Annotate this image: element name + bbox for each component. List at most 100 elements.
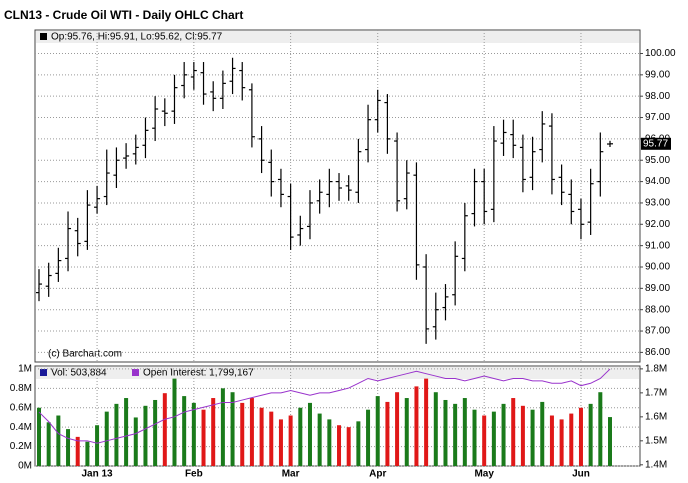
volume-bar <box>230 392 235 466</box>
volume-bar <box>608 417 612 466</box>
volume-bar <box>240 402 245 466</box>
volume-bar <box>530 409 535 466</box>
volume-bar <box>75 436 80 466</box>
y-tick-label: 89.00 <box>645 283 670 294</box>
volume-bar <box>482 415 487 466</box>
y2-tick-label: 1.6M <box>645 411 667 422</box>
volume-bar <box>549 415 554 466</box>
volume-bar <box>66 429 71 466</box>
y-tick-label: 92.00 <box>645 219 670 230</box>
volume-bar <box>404 398 409 466</box>
volume-bar <box>278 419 283 466</box>
volume-tick-label: 1M <box>18 364 32 375</box>
volume-bar <box>366 409 371 466</box>
volume-bar <box>453 403 458 466</box>
volume-bar <box>298 407 303 466</box>
volume-bar <box>220 388 225 466</box>
volume-bar <box>588 403 593 466</box>
volume-bar <box>433 392 438 466</box>
price-panel <box>34 29 641 363</box>
volume-legend: Vol: 503,884 <box>51 368 107 379</box>
y-tick-label: 90.00 <box>645 262 670 273</box>
chart-title: CLN13 - Crude Oil WTI - Daily OHLC Chart <box>4 8 243 22</box>
volume-tick-label: 0.6M <box>10 402 32 413</box>
volume-bar <box>211 398 216 466</box>
volume-bar <box>191 402 196 466</box>
volume-bar <box>133 417 138 466</box>
y2-tick-label: 1.4M <box>645 459 667 470</box>
volume-bar <box>462 398 467 466</box>
volume-bar <box>598 392 603 466</box>
y-tick-label: 94.00 <box>645 176 670 187</box>
y-tick-label: 97.00 <box>645 112 670 123</box>
volume-bar <box>46 422 51 466</box>
last-price-box <box>641 137 671 150</box>
y-tick-label: 100.00 <box>645 48 676 59</box>
volume-bar <box>511 398 516 466</box>
y-tick-label: 86.00 <box>645 347 670 358</box>
legend-swatch <box>132 369 139 376</box>
volume-bar <box>520 405 525 466</box>
volume-bar <box>317 413 322 466</box>
volume-bar <box>578 407 583 466</box>
volume-bar <box>269 411 274 466</box>
volume-bar <box>259 407 264 466</box>
x-tick-label: Mar <box>282 469 300 480</box>
y2-tick-label: 1.5M <box>645 435 667 446</box>
x-tick-label: Feb <box>185 469 203 480</box>
y-tick-label: 98.00 <box>645 91 670 102</box>
y-tick-label: 95.00 <box>645 155 670 166</box>
y-tick-label: 88.00 <box>645 304 670 315</box>
x-tick-label: Jun <box>572 469 590 480</box>
volume-bar <box>124 398 129 466</box>
volume-bar <box>104 411 109 466</box>
volume-bar <box>337 425 342 466</box>
volume-tick-label: 0.4M <box>10 422 32 433</box>
volume-bar <box>424 378 429 466</box>
y2-tick-label: 1.8M <box>645 364 667 375</box>
y-tick-label: 93.00 <box>645 198 670 209</box>
volume-bar <box>569 413 574 466</box>
volume-bar <box>491 411 496 466</box>
volume-bar <box>288 415 293 466</box>
legend-bar <box>36 31 639 43</box>
volume-bar <box>153 399 158 466</box>
volume-bar <box>385 401 390 466</box>
legend-swatch <box>40 33 47 40</box>
volume-bar <box>472 409 477 466</box>
volume-bar <box>501 403 506 466</box>
x-tick-label: Jan 13 <box>81 469 113 480</box>
y-tick-label: 99.00 <box>645 69 670 80</box>
ohlc-legend: Op:95.76, Hi:95.91, Lo:95.62, Cl:95.77 <box>51 32 223 43</box>
volume-bar <box>85 441 90 466</box>
last-price-label: 95.77 <box>643 138 668 149</box>
volume-bar <box>143 405 148 466</box>
volume-bar <box>56 415 61 466</box>
source-label: (c) Barchart.com <box>48 349 122 360</box>
volume-bar <box>375 396 380 466</box>
volume-bar <box>201 409 206 466</box>
volume-bar <box>114 403 119 466</box>
volume-bar <box>162 393 167 466</box>
open-interest-line <box>38 368 611 444</box>
legend-swatch <box>40 369 47 376</box>
y2-tick-label: 1.7M <box>645 387 667 398</box>
volume-bar <box>249 398 254 466</box>
y-tick-label: 91.00 <box>645 240 670 251</box>
volume-bar <box>182 396 187 466</box>
volume-tick-label: 0.8M <box>10 383 32 394</box>
volume-bar <box>307 402 312 466</box>
x-tick-label: May <box>474 469 494 480</box>
volume-bar <box>346 427 351 466</box>
legend-bar <box>36 367 639 379</box>
y-tick-label: 87.00 <box>645 326 670 337</box>
volume-bar <box>356 421 361 466</box>
volume-bar <box>443 399 448 466</box>
volume-bar <box>327 419 332 466</box>
volume-bar <box>540 401 545 466</box>
x-tick-label: Apr <box>369 469 386 480</box>
volume-bar <box>172 378 177 466</box>
volume-tick-label: 0M <box>18 461 32 472</box>
